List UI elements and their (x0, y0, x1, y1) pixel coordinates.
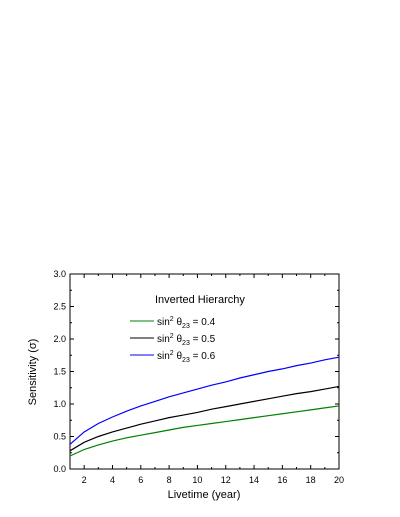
legend: Inverted Hierarchy sin2 θ23 = 0.4 sin2 θ… (130, 294, 245, 364)
x-tick-label: 4 (110, 475, 115, 485)
y-tick-label: 0.5 (53, 432, 66, 442)
series-line-0 (69, 405, 340, 457)
x-tick-label: 18 (306, 475, 316, 485)
series-line-2 (69, 356, 340, 445)
x-tick-label: 12 (221, 475, 231, 485)
series-lines (69, 356, 340, 457)
series-line-1 (69, 385, 340, 452)
legend-label-1: sin2 θ23 = 0.5 (157, 333, 216, 347)
y-axis: 0.0 0.5 1.0 1.5 2.0 2.5 3.0 (53, 269, 339, 474)
y-tick-label: 2.0 (53, 334, 66, 344)
y-tick-label: 2.5 (53, 302, 66, 312)
legend-title: Inverted Hierarchy (155, 294, 245, 306)
y-tick-label: 0.0 (53, 464, 66, 474)
x-tick-label: 10 (192, 475, 202, 485)
legend-item-2: sin2 θ23 = 0.6 (130, 350, 216, 364)
x-tick-label: 8 (167, 475, 172, 485)
legend-item-1: sin2 θ23 = 0.5 (130, 333, 216, 347)
x-tick-label: 2 (82, 475, 87, 485)
x-tick-label: 14 (249, 475, 259, 485)
x-tick-label: 20 (334, 475, 344, 485)
y-tick-label: 1.5 (53, 367, 66, 377)
y-tick-label: 3.0 (53, 269, 66, 279)
legend-label-2: sin2 θ23 = 0.6 (157, 350, 216, 364)
legend-item-0: sin2 θ23 = 0.4 (130, 316, 216, 330)
y-tick-label: 1.0 (53, 399, 66, 409)
x-tick-label: 16 (277, 475, 287, 485)
x-axis: 2 4 6 8 10 12 14 16 18 20 (69, 274, 344, 485)
x-tick-label: 6 (138, 475, 143, 485)
y-axis-title: Sensitivity (σ) (27, 339, 39, 406)
legend-label-0: sin2 θ23 = 0.4 (157, 316, 216, 330)
x-axis-title: Livetime (year) (168, 489, 241, 501)
